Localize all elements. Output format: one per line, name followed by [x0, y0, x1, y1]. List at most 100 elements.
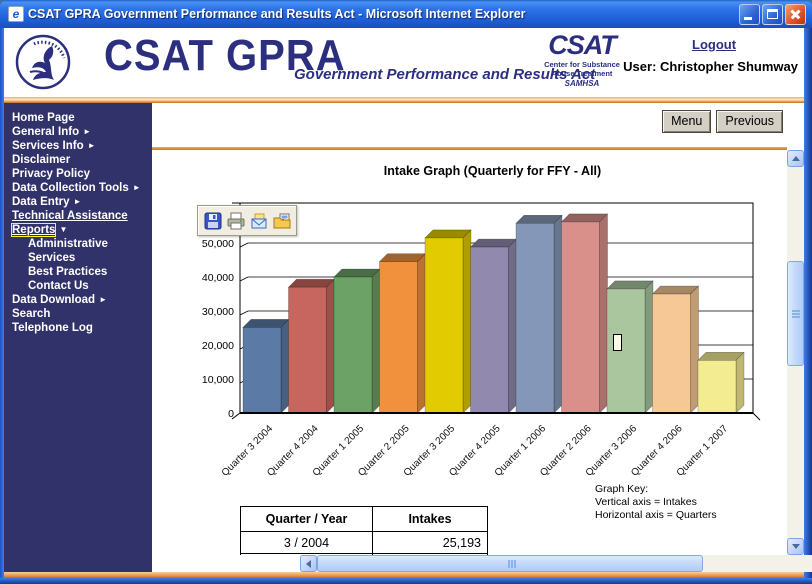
- content-area: Menu Previous Intake Graph (Quarterly fo…: [152, 103, 812, 572]
- svg-text:Quarter 2 2005: Quarter 2 2005: [356, 423, 412, 479]
- sidebar-item-contact-us[interactable]: Contact Us: [4, 279, 152, 293]
- intakes-table: Quarter / Year Intakes 3 / 2004 25,193: [240, 506, 488, 555]
- sidebar-item-telephone-log[interactable]: Telephone Log: [4, 321, 152, 335]
- window-border-bottom: [0, 578, 812, 584]
- header-rule: [4, 97, 804, 103]
- minimize-button[interactable]: [739, 3, 760, 25]
- sidebar-item-label: Data Collection Tools: [12, 182, 129, 194]
- svg-text:Quarter 3 2006: Quarter 3 2006: [584, 423, 640, 479]
- email-icon[interactable]: [249, 211, 269, 231]
- main-area: Home Page General Info ► Services Info ► Disc…: [4, 103, 812, 572]
- sidebar-item-label: Services: [28, 252, 76, 264]
- table-cell: 25,193: [372, 531, 488, 554]
- svg-text:Quarter 4 2006: Quarter 4 2006: [629, 423, 685, 479]
- graph-key-title: Graph Key:: [595, 483, 649, 495]
- sidebar-item-label: Best Practices: [28, 266, 108, 278]
- maximize-button[interactable]: [762, 3, 783, 25]
- table-header: Quarter / Year: [240, 506, 373, 532]
- table-row: 3 / 2004 25,193: [240, 531, 488, 554]
- save-icon[interactable]: [203, 211, 223, 231]
- sidebar-item-data-entry[interactable]: Data Entry ►: [4, 195, 152, 209]
- logout-link[interactable]: Logout: [692, 37, 737, 52]
- scroll-up-icon: [791, 156, 800, 161]
- scroll-up-button[interactable]: [787, 150, 804, 167]
- text-cursor-marker: [613, 334, 622, 351]
- sidebar-item-label: Search: [12, 308, 51, 320]
- sidebar-item-general-info[interactable]: General Info ►: [4, 125, 152, 139]
- svg-text:20,000: 20,000: [202, 340, 234, 352]
- table-cell: 3 / 2004: [240, 531, 373, 554]
- sidebar-item-technical-assistance[interactable]: Technical Assistance: [4, 209, 152, 223]
- chart-title: Intake Graph (Quarterly for FFY - All): [383, 164, 602, 178]
- sidebar-item-label: Administrative: [28, 238, 108, 250]
- svg-text:Quarter 1 2006: Quarter 1 2006: [493, 423, 549, 479]
- sidebar-nav: Home Page General Info ► Services Info ► Disc…: [4, 103, 152, 572]
- svg-text:Quarter 4 2004: Quarter 4 2004: [265, 423, 321, 479]
- sidebar-item-privacy-policy[interactable]: Privacy Policy: [4, 167, 152, 181]
- submenu-arrow-icon: ►: [132, 183, 141, 192]
- horizontal-scroll-thumb[interactable]: [317, 555, 703, 572]
- close-button[interactable]: [785, 3, 806, 25]
- sidebar-item-home-page[interactable]: Home Page: [4, 111, 152, 125]
- table-header: Intakes: [372, 506, 488, 532]
- sidebar-item-administrative[interactable]: Administrative: [4, 237, 152, 251]
- vertical-scroll-thumb[interactable]: [787, 261, 804, 366]
- submenu-arrow-icon: ►: [99, 295, 107, 304]
- scroll-left-icon: [306, 559, 311, 568]
- sidebar-item-label: Data Download: [12, 294, 96, 306]
- ie-app-icon: e: [8, 6, 24, 22]
- svg-text:0: 0: [228, 408, 234, 420]
- svg-text:Quarter 4 2005: Quarter 4 2005: [447, 423, 503, 479]
- sidebar-item-data-collection-tools[interactable]: Data Collection Tools ►: [4, 181, 152, 195]
- window-titlebar: e CSAT GPRA Government Performance and R…: [0, 0, 812, 28]
- csat-logo-title: CSAT: [548, 30, 617, 60]
- report-scroll-region: Intake Graph (Quarterly for FFY - All) 0…: [152, 150, 787, 555]
- table-row-partial: [240, 553, 488, 555]
- brand-subtitle: Government Performance and Results Act: [294, 66, 596, 83]
- csat-logo-line3: SAMHSA: [564, 79, 600, 88]
- bottom-rule: [4, 572, 804, 578]
- sidebar-item-label: Privacy Policy: [12, 168, 90, 180]
- submenu-arrow-icon: ►: [73, 197, 82, 206]
- scroll-down-button[interactable]: [787, 538, 804, 555]
- previous-button[interactable]: Previous: [716, 110, 783, 133]
- export-image-icon[interactable]: [272, 211, 292, 231]
- csat-logo-line1: Center for Substance: [544, 60, 620, 69]
- sidebar-item-label: Home Page: [12, 112, 75, 124]
- scroll-down-icon: [791, 544, 800, 549]
- csat-logo: CSAT Center for Substance Abuse Treatmen…: [540, 30, 624, 89]
- svg-text:Quarter 1 2007: Quarter 1 2007: [675, 423, 731, 479]
- svg-text:Quarter 1 2005: Quarter 1 2005: [311, 423, 367, 479]
- sidebar-item-label: General Info: [12, 126, 80, 138]
- svg-text:Quarter 3 2004: Quarter 3 2004: [220, 423, 276, 479]
- menu-button[interactable]: Menu: [662, 110, 712, 133]
- dropdown-arrow-icon: ▼: [59, 225, 68, 234]
- sidebar-item-best-practices[interactable]: Best Practices: [4, 265, 152, 279]
- minimize-icon: [744, 16, 752, 20]
- horizontal-scrollbar[interactable]: [300, 555, 812, 572]
- window-border-left: [0, 28, 4, 584]
- sidebar-item-label: Technical Assistance: [12, 210, 128, 222]
- brand-title: CSAT GPRA: [104, 32, 346, 80]
- scroll-left-button[interactable]: [300, 555, 317, 572]
- sidebar-item-services[interactable]: Services: [4, 251, 152, 265]
- sidebar-item-data-download[interactable]: Data Download ►: [4, 293, 152, 307]
- print-icon[interactable]: [226, 211, 246, 231]
- svg-text:10,000: 10,000: [202, 374, 234, 386]
- sidebar-item-services-info[interactable]: Services Info ►: [4, 139, 152, 153]
- maximize-icon: [767, 8, 778, 19]
- submenu-arrow-icon: ►: [87, 141, 96, 150]
- sidebar-item-search[interactable]: Search: [4, 307, 152, 321]
- sidebar-item-label: Disclaimer: [12, 154, 71, 166]
- svg-text:50,000: 50,000: [202, 238, 234, 250]
- sidebar-item-reports[interactable]: Reports ▼: [4, 223, 152, 237]
- sidebar-item-label: Reports: [10, 223, 57, 237]
- window-border-right: [804, 28, 812, 584]
- graph-key-line-2: Horizontal axis = Quarters: [595, 509, 717, 521]
- graph-key: Graph Key: Vertical axis = Intakes Horiz…: [595, 483, 717, 522]
- svg-text:Quarter 3 2005: Quarter 3 2005: [402, 423, 458, 479]
- sidebar-item-disclaimer[interactable]: Disclaimer: [4, 153, 152, 167]
- vertical-scrollbar[interactable]: [787, 150, 804, 555]
- sidebar-item-label: Telephone Log: [12, 322, 93, 334]
